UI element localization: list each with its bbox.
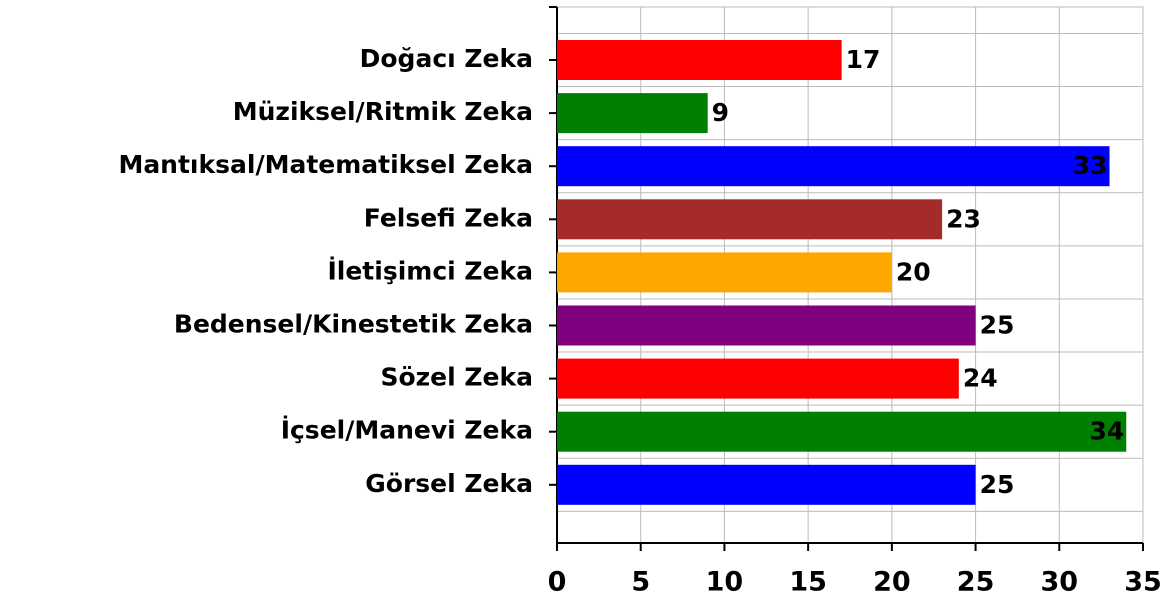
- bar: [557, 305, 976, 346]
- value-label: 17: [846, 45, 881, 74]
- y-tick-label: İçsel/Manevi Zeka: [281, 415, 533, 445]
- y-tick-label: Mantıksal/Matematiksel Zeka: [118, 150, 533, 179]
- x-tick-label: 15: [789, 567, 827, 598]
- bar: [557, 93, 708, 134]
- y-tick-label: Doğacı Zeka: [360, 44, 533, 73]
- x-tick-label: 5: [631, 567, 650, 598]
- x-tick-label: 30: [1040, 567, 1078, 598]
- y-tick-label: Müziksel/Ritmik Zeka: [233, 97, 533, 126]
- value-label: 25: [980, 311, 1015, 340]
- x-tick-label: 35: [1124, 567, 1162, 598]
- bar: [557, 40, 842, 80]
- y-tick-label: İletişimci Zeka: [327, 255, 533, 285]
- bar: [557, 411, 1127, 452]
- y-tick-label: Felsefi Zeka: [364, 203, 533, 232]
- bar: [557, 464, 976, 505]
- value-label: 24: [963, 364, 998, 393]
- value-label: 20: [896, 257, 931, 286]
- x-tick-label: 0: [548, 567, 567, 598]
- value-label: 33: [1073, 151, 1108, 180]
- value-label: 9: [712, 98, 729, 127]
- y-tick-label: Sözel Zeka: [380, 363, 533, 392]
- x-tick-label: 25: [957, 567, 995, 598]
- x-tick-label: 20: [873, 567, 911, 598]
- bar: [557, 358, 959, 399]
- bar: [557, 199, 943, 240]
- bar: [557, 146, 1110, 187]
- y-tick-label: Bedensel/Kinestetik Zeka: [174, 310, 533, 339]
- value-label: 23: [946, 204, 981, 233]
- x-tick-label: 10: [706, 567, 744, 598]
- value-label: 34: [1089, 417, 1124, 446]
- bar: [557, 252, 892, 293]
- value-label: 25: [980, 470, 1015, 499]
- y-tick-label: Görsel Zeka: [365, 469, 533, 498]
